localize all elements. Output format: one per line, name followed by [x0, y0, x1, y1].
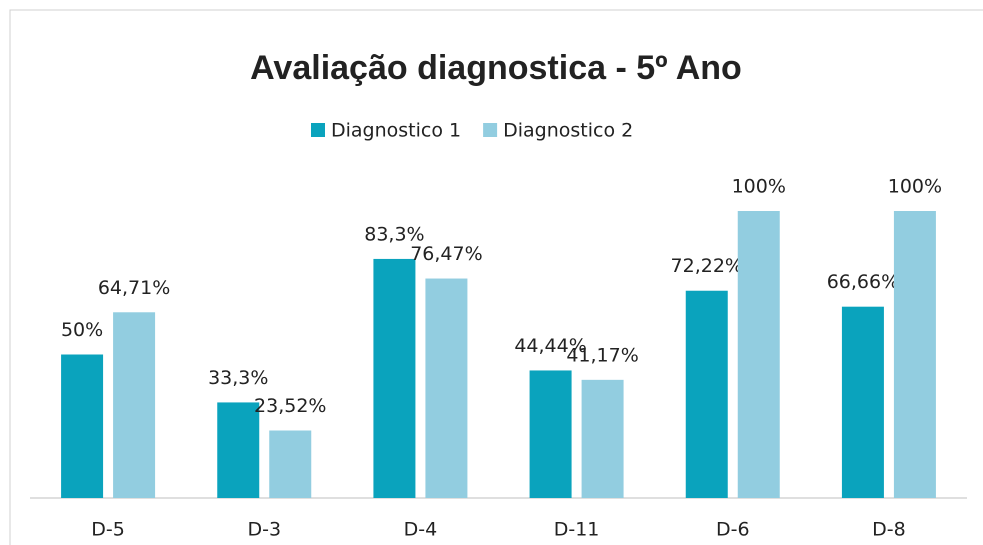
data-label: 33,3% [208, 367, 268, 389]
legend-label: Diagnostico 2 [503, 120, 633, 142]
data-label: 100% [888, 176, 942, 198]
x-tick-label: D-3 [247, 519, 281, 541]
data-label: 41,17% [566, 344, 638, 366]
data-label: 23,52% [254, 395, 326, 417]
data-label: 44,44% [514, 335, 586, 357]
bar [893, 211, 936, 498]
bar [685, 290, 728, 498]
chart-frame [9, 9, 983, 545]
bar [217, 402, 260, 498]
x-tick-label: D-8 [872, 519, 906, 541]
x-tick-label: D-11 [554, 519, 600, 541]
bar [841, 306, 884, 498]
bar [61, 354, 104, 498]
data-label: 64,71% [98, 277, 170, 299]
data-label: 66,66% [827, 271, 899, 293]
data-label: 83,3% [364, 223, 424, 245]
legend-label: Diagnostico 1 [331, 120, 461, 142]
bar [373, 258, 416, 498]
legend-swatch [311, 123, 325, 137]
bar [529, 370, 572, 498]
bar [581, 379, 624, 498]
data-label: 76,47% [410, 243, 482, 265]
data-label: 100% [732, 176, 786, 198]
legend-swatch [483, 123, 498, 137]
bar [737, 211, 780, 498]
bar [269, 430, 312, 498]
data-label: 50% [61, 319, 103, 341]
x-tick-label: D-6 [716, 519, 750, 541]
bar [113, 312, 156, 498]
chart-title: Avaliação diagnostica - 5º Ano [250, 49, 742, 87]
data-label: 72,22% [671, 255, 743, 277]
x-tick-label: D-4 [404, 519, 438, 541]
bar [425, 278, 468, 498]
x-tick-label: D-5 [91, 519, 125, 541]
